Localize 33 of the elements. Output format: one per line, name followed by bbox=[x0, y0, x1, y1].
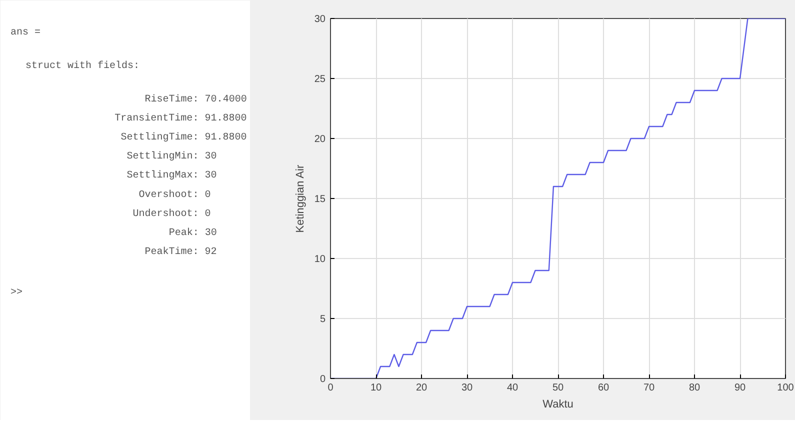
text: Peak: 30 bbox=[168, 226, 217, 239]
text: SettlingTime: 91.8800 bbox=[120, 132, 247, 144]
x-tick-label: 70 bbox=[643, 382, 655, 394]
text: RiseTime: 70.4000 bbox=[144, 93, 247, 106]
x-tick-label: 10 bbox=[370, 382, 382, 394]
text: PeakTime: 92 bbox=[144, 246, 217, 258]
y-tick-label: 15 bbox=[314, 194, 326, 205]
line-series bbox=[330, 18, 786, 378]
y-tick-label: 30 bbox=[314, 14, 326, 25]
x-tick-label: 90 bbox=[734, 382, 746, 394]
y-tick-label: 0 bbox=[320, 374, 326, 385]
y-axis-title: Ketinggian Air bbox=[294, 164, 306, 233]
x-tick-label: 50 bbox=[552, 382, 564, 394]
x-tick-label: 20 bbox=[416, 382, 428, 394]
y-tick-label: 10 bbox=[314, 254, 326, 265]
y-tick-label: 20 bbox=[314, 134, 326, 145]
text: Overshoot: 0 bbox=[138, 188, 211, 201]
text: struct with fields: bbox=[26, 60, 140, 72]
text: >> bbox=[10, 288, 23, 299]
text: SettlingMax: 30 bbox=[126, 170, 217, 182]
text: ans = bbox=[10, 27, 41, 38]
x-tick-label: 80 bbox=[688, 382, 700, 394]
x-tick-label: 30 bbox=[461, 382, 473, 394]
x-tick-label: 40 bbox=[506, 382, 518, 394]
x-tick-label: 100 bbox=[777, 382, 794, 394]
x-tick-label: 0 bbox=[328, 382, 334, 394]
text: SettlingMin: 30 bbox=[126, 150, 217, 163]
y-tick-label: 25 bbox=[314, 74, 326, 85]
x-axis-title: Waktu bbox=[542, 398, 574, 410]
text: Undershoot: 0 bbox=[132, 208, 211, 220]
y-tick-label: 5 bbox=[320, 314, 326, 325]
text: TransientTime: 91.8800 bbox=[114, 112, 247, 124]
x-tick-label: 60 bbox=[598, 382, 610, 394]
